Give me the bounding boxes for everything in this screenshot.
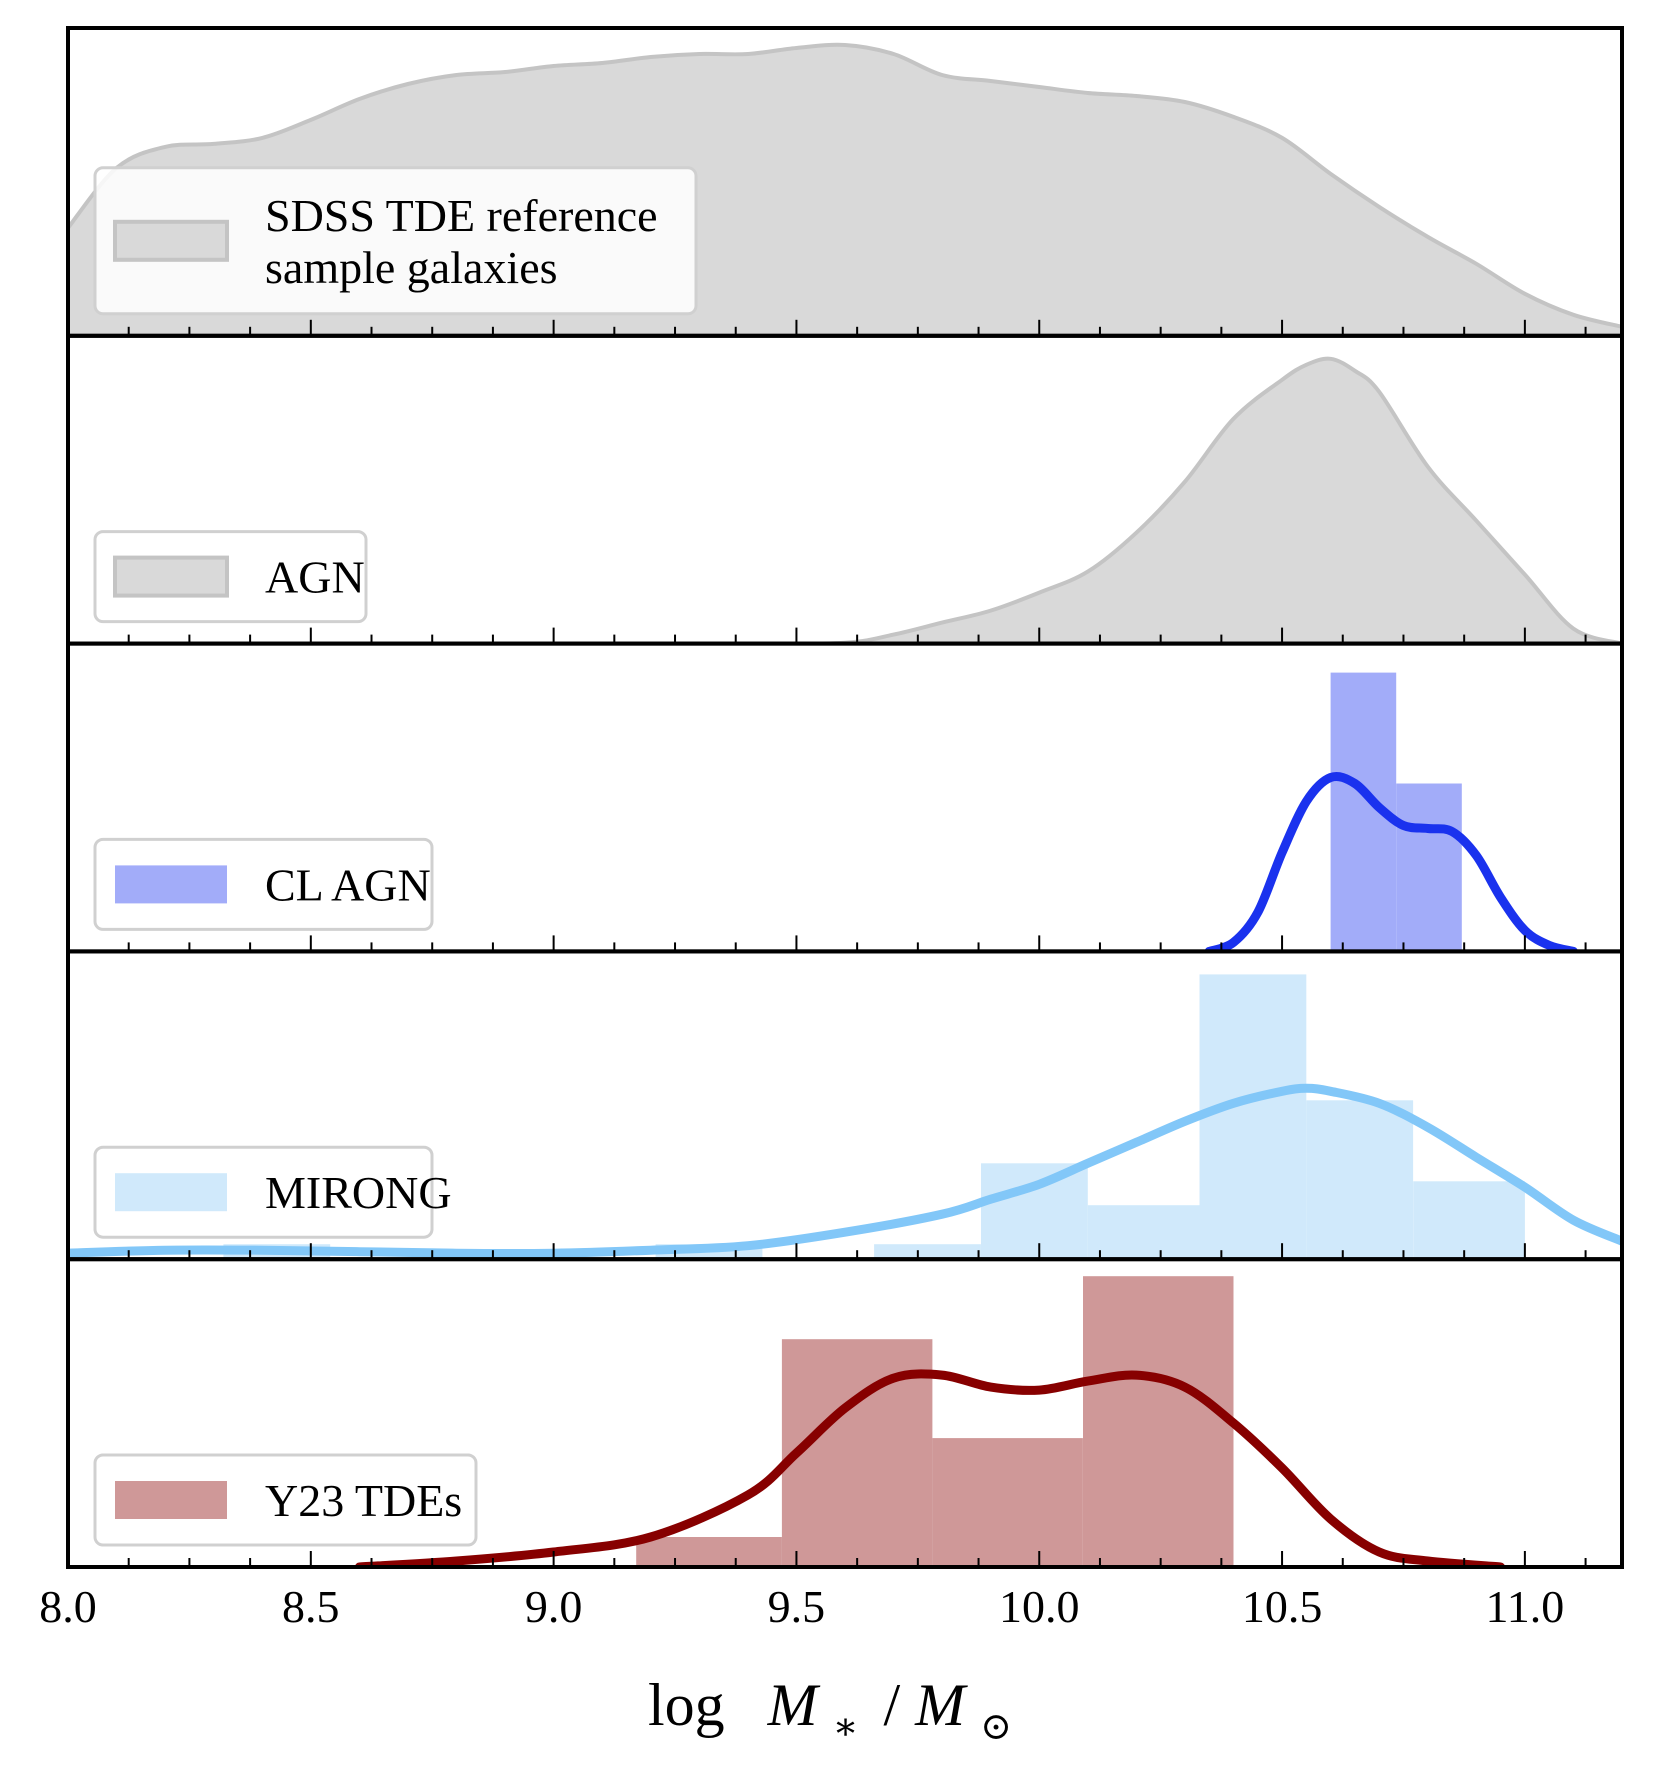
legend-agn: AGN [93,530,368,624]
panel-plot-area [354,1276,1506,1567]
legend-label: AGN [265,552,365,603]
histogram-bar [1306,1100,1414,1260]
kde-curve [354,1369,1506,1567]
kde-outline [456,356,1622,644]
legend-label: SDSS TDE reference [265,190,658,241]
panel-mirong: MIRONG [66,949,1624,1262]
x-tick-label: 10.0 [999,1581,1080,1632]
legend-cl-agn: CL AGN [93,837,434,931]
panel-plot-area [1204,672,1578,952]
histogram-bar [1199,974,1307,1260]
histogram-bar [1083,1276,1234,1567]
panel-cl-agn: CL AGN [66,641,1624,954]
legend-swatch [115,1481,227,1519]
x-axis-title-msun: M [914,1672,968,1738]
legend-box [93,1145,434,1239]
x-axis-title-slash: / [883,1672,900,1738]
histogram-bar [932,1438,1083,1567]
x-axis-title: log M ∗ / M ⊙ [648,1672,1012,1752]
legend-swatch [113,219,229,262]
legend-label: MIRONG [265,1167,452,1218]
panel-y23-tdes: Y23 TDEs [66,1257,1624,1569]
histogram-bar [1087,1205,1200,1260]
legend-mirong: MIRONG [93,1145,452,1239]
legend-label: sample galaxies [265,242,558,293]
legend-label: CL AGN [265,859,431,910]
x-axis: 8.0 8.5 9.0 9.5 10.0 10.5 11.0 [39,1581,1564,1632]
legend-box [93,1453,478,1547]
legend-swatch [115,1173,227,1212]
x-axis-title-m: M [767,1672,821,1738]
histogram-bar [1413,1181,1525,1260]
panel-sdss-tde-reference-sample-galaxies: SDSS TDE reference sample galaxies [66,26,1624,338]
legend-box [93,166,698,316]
x-tick-label: 9.0 [525,1581,583,1632]
legend-box [93,530,368,624]
x-axis-title-log: log [648,1672,725,1738]
histogram-bar [636,1537,782,1567]
legend-sdss-tde-reference-sample-galaxies: SDSS TDE reference sample galaxies [93,166,698,316]
legend-y23-tdes: Y23 TDEs [93,1453,478,1547]
panel-agn: AGN [66,333,1624,646]
panel-frame [66,1257,1624,1569]
x-tick-label: 8.5 [282,1581,340,1632]
x-tick-label: 11.0 [1486,1581,1565,1632]
kde-curve [68,1083,1622,1259]
panel-plot-area [68,974,1622,1260]
x-tick-label: 8.0 [39,1581,97,1632]
x-axis-title-star: ∗ [833,1706,859,1748]
legend-box [93,837,434,931]
histogram-bar [1396,783,1462,952]
x-tick-label: 9.5 [768,1581,826,1632]
kde-outline [68,42,1622,329]
histogram-bar [874,1244,981,1260]
kde-curve [1204,771,1578,952]
panel-plot-area [456,356,1622,644]
x-tick-label: 10.5 [1242,1581,1323,1632]
histogram-bar [981,1163,1088,1260]
legend-swatch [113,555,229,598]
legend-swatch [115,865,227,904]
x-axis-title-sun: ⊙ [980,1706,1012,1748]
legend-label: Y23 TDEs [265,1475,462,1526]
panels-layer: SDSS TDE reference sample galaxies AGN CL … [66,26,1624,1569]
